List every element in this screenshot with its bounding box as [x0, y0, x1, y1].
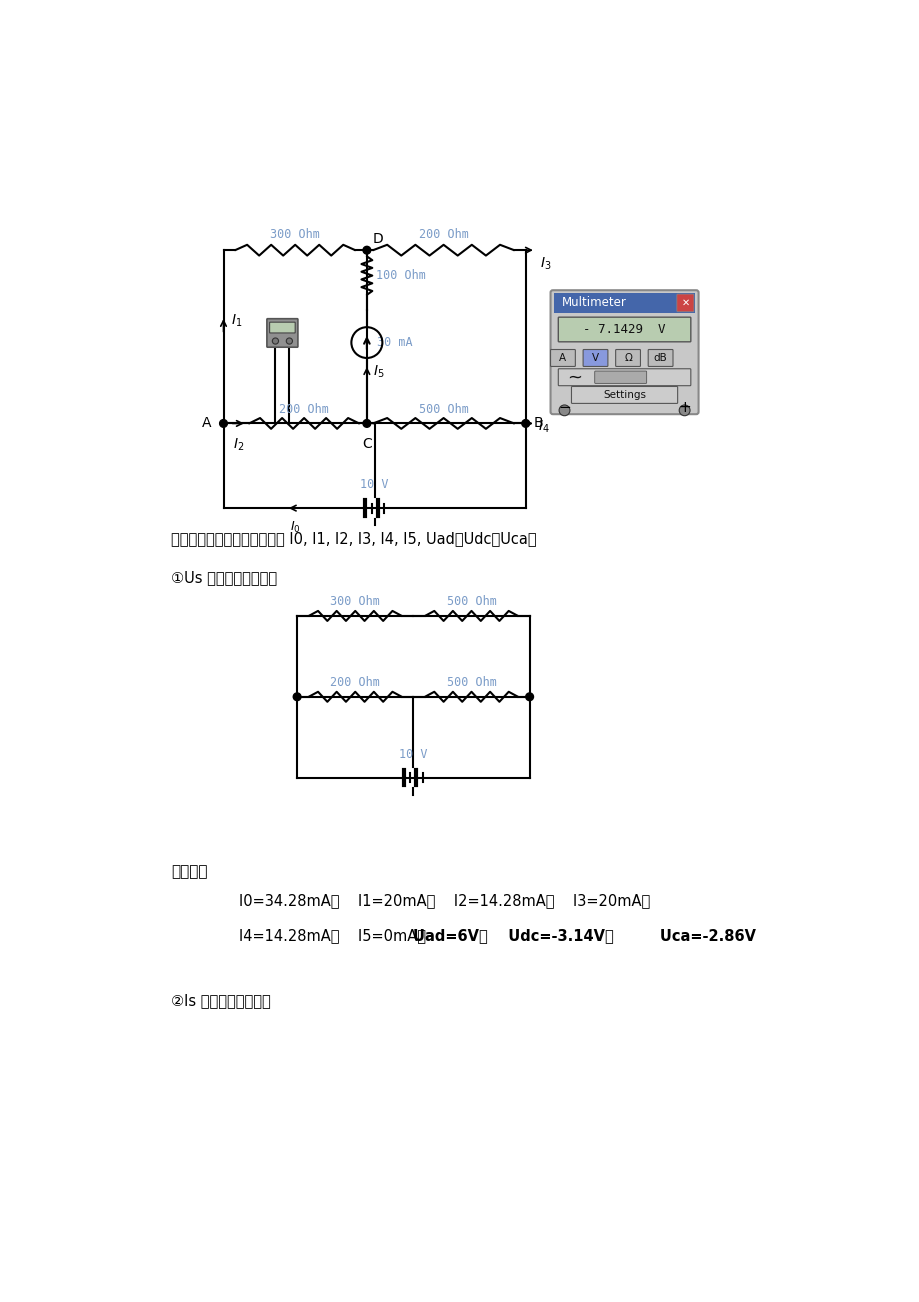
Text: V: V — [591, 353, 598, 363]
FancyBboxPatch shape — [558, 318, 690, 342]
Text: 500 Ohm: 500 Ohm — [446, 595, 496, 608]
Text: D: D — [373, 232, 383, 246]
Text: ①Us 单独作用时，根据: ①Us 单独作用时，根据 — [171, 570, 277, 585]
Text: 100 Ohm: 100 Ohm — [376, 270, 425, 283]
Circle shape — [272, 339, 278, 344]
Circle shape — [559, 405, 569, 415]
Text: 可求得：: 可求得： — [171, 865, 207, 880]
Circle shape — [363, 419, 370, 427]
Text: B: B — [533, 417, 542, 431]
Text: 30 mA: 30 mA — [377, 336, 412, 349]
Text: 500 Ohm: 500 Ohm — [446, 676, 496, 689]
Text: +: + — [677, 400, 690, 415]
Text: −: − — [558, 400, 571, 415]
FancyBboxPatch shape — [267, 319, 298, 348]
Text: I0=34.28mA，    I1=20mA，    I2=14.28mA，    I3=20mA，: I0=34.28mA， I1=20mA， I2=14.28mA， I3=20mA… — [239, 893, 650, 907]
Text: A: A — [559, 353, 566, 363]
Text: 300 Ohm: 300 Ohm — [330, 595, 380, 608]
FancyBboxPatch shape — [571, 387, 677, 404]
Text: ②Is 单独作用时，根据: ②Is 单独作用时，根据 — [171, 993, 270, 1008]
FancyBboxPatch shape — [558, 368, 690, 385]
Text: $I_3$: $I_3$ — [539, 255, 550, 272]
Text: 200 Ohm: 200 Ohm — [418, 228, 468, 241]
Text: ✕: ✕ — [681, 298, 688, 309]
FancyBboxPatch shape — [676, 294, 693, 311]
Circle shape — [220, 419, 227, 427]
Text: 200 Ohm: 200 Ohm — [278, 402, 329, 415]
Circle shape — [293, 693, 301, 700]
FancyBboxPatch shape — [553, 293, 695, 312]
Text: 10 V: 10 V — [399, 747, 427, 760]
Text: A: A — [202, 417, 211, 431]
Text: $I_2$: $I_2$ — [233, 436, 244, 453]
FancyBboxPatch shape — [550, 290, 698, 414]
Text: ~: ~ — [566, 368, 582, 387]
Text: Settings: Settings — [603, 389, 645, 400]
Text: $I_1$: $I_1$ — [231, 312, 243, 329]
Text: 200 Ohm: 200 Ohm — [330, 676, 380, 689]
Text: Ω: Ω — [623, 353, 631, 363]
FancyBboxPatch shape — [269, 322, 295, 333]
Circle shape — [286, 339, 292, 344]
Text: $I_0$: $I_0$ — [289, 519, 301, 535]
Circle shape — [521, 419, 529, 427]
Text: Multimeter: Multimeter — [562, 297, 627, 310]
FancyBboxPatch shape — [648, 349, 673, 366]
Text: Uad=6V，    Udc=-3.14V，         Uca=-2.86V: Uad=6V， Udc=-3.14V， Uca=-2.86V — [413, 928, 755, 943]
Text: $I_4$: $I_4$ — [538, 419, 550, 435]
Text: dB: dB — [653, 353, 667, 363]
Text: - 7.1429  V: - 7.1429 V — [583, 323, 665, 336]
FancyBboxPatch shape — [615, 349, 640, 366]
Text: C: C — [361, 436, 371, 450]
Text: $I_5$: $I_5$ — [373, 363, 384, 380]
Text: 300 Ohm: 300 Ohm — [270, 228, 320, 241]
FancyBboxPatch shape — [550, 349, 574, 366]
Text: 500 Ohm: 500 Ohm — [418, 402, 468, 415]
Text: I4=14.28mA，    I5=0mA，: I4=14.28mA， I5=0mA， — [239, 928, 448, 943]
FancyBboxPatch shape — [594, 371, 646, 383]
Circle shape — [678, 405, 689, 415]
Text: 根据以给出的数据理论计算出 I0, I1, I2, I3, I4, I5, Uad，Udc，Uca。: 根据以给出的数据理论计算出 I0, I1, I2, I3, I4, I5, Ua… — [171, 531, 536, 547]
Text: 10 V: 10 V — [360, 478, 389, 491]
Circle shape — [525, 693, 533, 700]
FancyBboxPatch shape — [583, 349, 607, 366]
Circle shape — [363, 246, 370, 254]
